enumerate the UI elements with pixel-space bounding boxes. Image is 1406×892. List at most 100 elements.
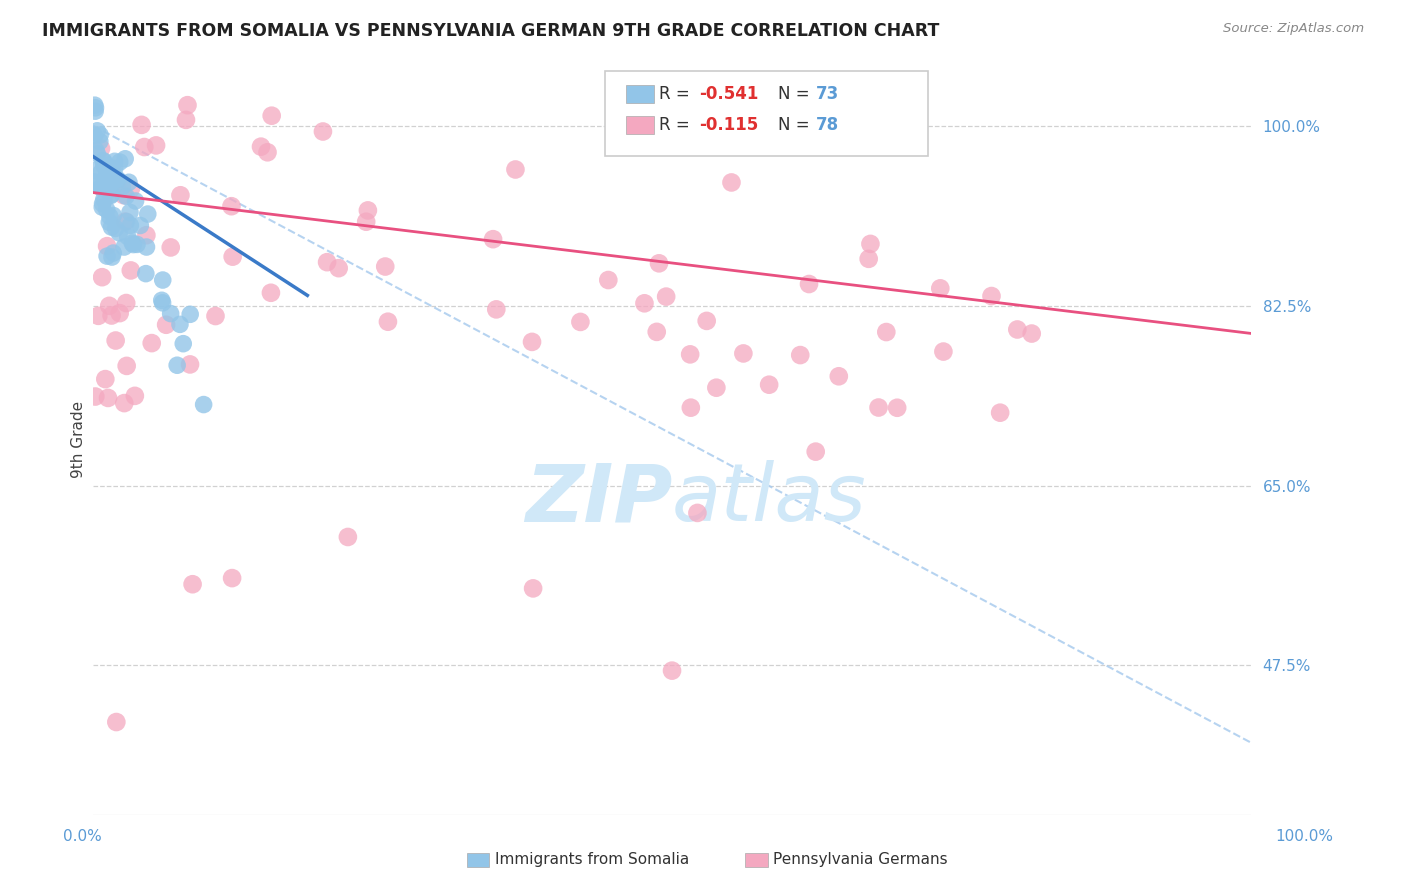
Text: -0.115: -0.115 (699, 116, 758, 134)
Point (120, 263, 142, 277)
Point (686, 506, 709, 520)
Point (112, 396, 135, 410)
Point (124, 389, 146, 403)
Point (152, 296, 174, 310)
Point (114, 152, 136, 166)
Point (250, 139, 273, 153)
Point (159, 240, 181, 254)
Point (104, 334, 127, 348)
Point (91, 153, 114, 168)
Point (117, 229, 139, 244)
Point (328, 261, 350, 276)
Point (875, 325, 897, 339)
Point (377, 315, 399, 329)
Point (131, 118, 153, 132)
Point (93, 154, 115, 169)
Point (86, 124, 108, 138)
Point (166, 358, 188, 372)
Point (101, 250, 124, 264)
Point (176, 98, 198, 112)
Text: ZIP: ZIP (524, 460, 672, 539)
Point (679, 401, 702, 415)
Point (115, 296, 138, 310)
Point (124, 194, 146, 208)
Point (648, 256, 671, 270)
Point (87, 309, 110, 323)
Point (118, 175, 141, 189)
Point (100, 161, 122, 175)
Text: Source: ZipAtlas.com: Source: ZipAtlas.com (1223, 22, 1364, 36)
Point (93, 192, 115, 206)
Point (89, 135, 111, 149)
Point (859, 236, 882, 251)
Point (1021, 326, 1043, 341)
Point (505, 162, 527, 177)
Point (152, 273, 174, 287)
Point (83, 175, 105, 189)
Point (105, 714, 128, 729)
Point (84, 101, 107, 115)
Point (312, 124, 335, 138)
Point (193, 398, 215, 412)
Point (706, 381, 728, 395)
Point (96, 202, 118, 217)
Text: 78: 78 (815, 116, 838, 134)
Point (83, 98, 105, 112)
Point (94, 182, 117, 196)
Point (100, 165, 122, 179)
Point (105, 177, 128, 191)
Point (204, 309, 226, 323)
Point (114, 214, 136, 228)
Text: Immigrants from Somalia: Immigrants from Somalia (495, 853, 689, 867)
Text: 73: 73 (815, 85, 839, 103)
Point (374, 260, 396, 274)
Text: IMMIGRANTS FROM SOMALIA VS PENNSYLVANIA GERMAN 9TH GRADE CORRELATION CHART: IMMIGRANTS FROM SOMALIA VS PENNSYLVANIA … (42, 22, 939, 40)
Point (93, 158, 115, 172)
Point (174, 112, 197, 127)
Point (789, 348, 811, 362)
Point (87, 178, 110, 193)
Point (90, 142, 112, 156)
Point (336, 530, 359, 544)
Point (86, 146, 108, 161)
Point (98, 183, 121, 197)
Point (758, 377, 780, 392)
Point (94, 372, 117, 386)
Point (104, 221, 127, 235)
Point (858, 252, 880, 266)
Point (118, 205, 141, 219)
Point (84, 144, 107, 158)
Point (115, 359, 138, 373)
Point (103, 209, 125, 223)
Point (929, 281, 952, 295)
Point (97, 391, 120, 405)
Point (169, 188, 191, 202)
Point (84, 163, 107, 178)
Point (522, 582, 544, 596)
Point (804, 444, 827, 458)
Point (120, 182, 142, 196)
Point (169, 318, 191, 332)
Point (482, 232, 505, 246)
Point (645, 325, 668, 339)
Point (108, 226, 131, 240)
Point (97, 161, 120, 175)
Point (90, 166, 112, 180)
Point (100, 188, 122, 202)
Text: Pennsylvania Germans: Pennsylvania Germans (773, 853, 948, 867)
Point (112, 240, 135, 254)
Point (101, 166, 124, 180)
Point (91, 196, 114, 211)
Point (159, 307, 181, 321)
Point (104, 161, 127, 176)
Point (256, 145, 278, 160)
Point (96, 162, 118, 177)
Text: atlas: atlas (672, 460, 866, 539)
Point (125, 237, 148, 252)
Point (115, 189, 138, 203)
Point (221, 250, 243, 264)
Point (135, 240, 157, 254)
Y-axis label: 9th Grade: 9th Grade (72, 401, 86, 478)
Point (988, 406, 1011, 420)
Point (100, 187, 122, 202)
